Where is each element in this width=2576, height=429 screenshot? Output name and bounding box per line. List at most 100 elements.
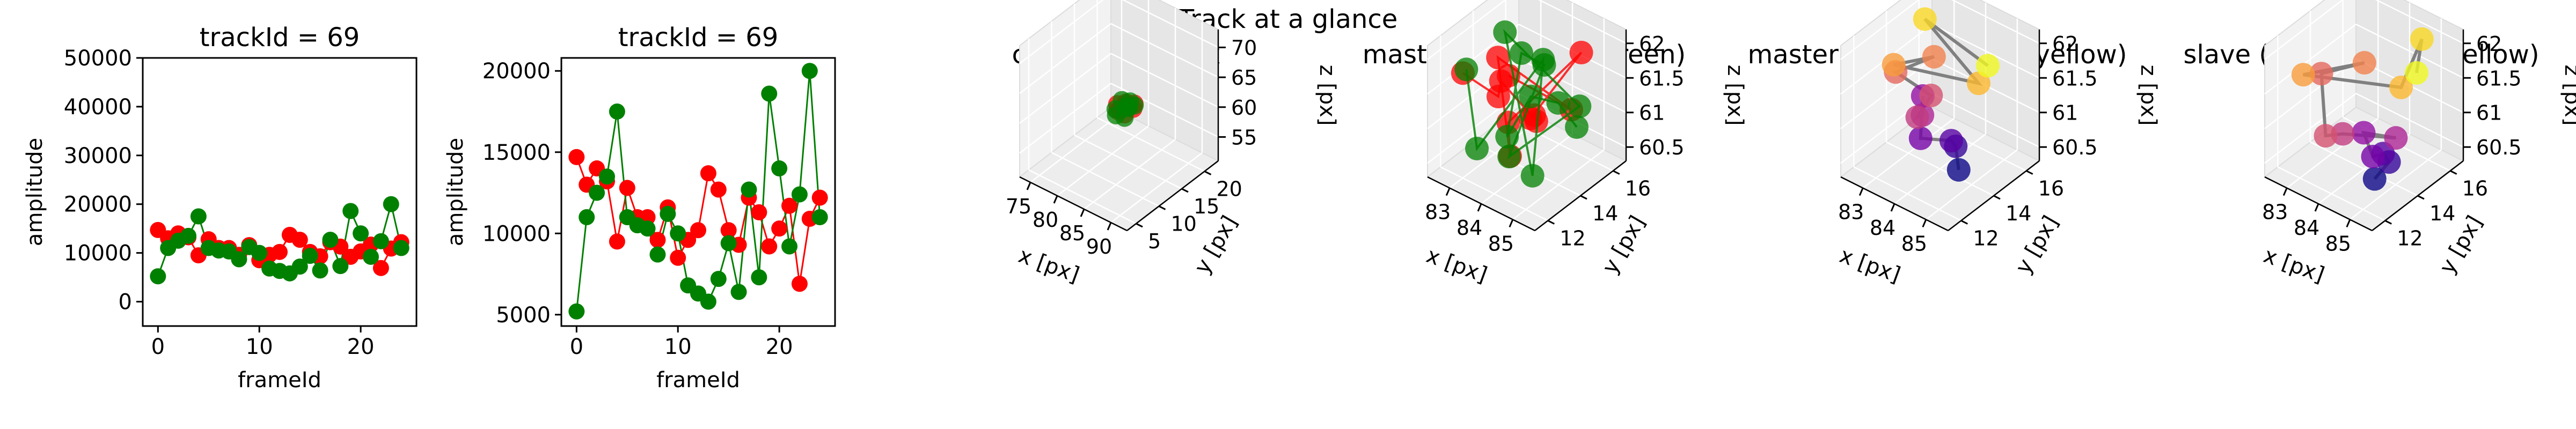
y-tick-label: 16 <box>1625 177 1651 201</box>
x-tick-label: 75 <box>1006 195 1031 218</box>
data-point <box>322 232 339 248</box>
data-point <box>751 204 767 220</box>
z-tick-label: 62 <box>2052 32 2078 56</box>
x-tick-label: 0 <box>151 335 165 359</box>
data-point <box>353 225 369 242</box>
data-point <box>2352 121 2376 145</box>
data-point <box>1497 144 1521 168</box>
data-point <box>1946 158 1971 182</box>
x-tick-mark <box>2282 187 2288 196</box>
y-tick-label: 12 <box>1560 226 1585 250</box>
z-tick-label: 60 <box>1231 96 1257 120</box>
data-point <box>791 276 808 292</box>
z-tick-label: 65 <box>1231 66 1257 90</box>
grid-line <box>1096 117 1205 172</box>
data-point <box>2352 51 2376 75</box>
x-tick-mark <box>1445 187 1451 196</box>
x-axis-label: x [px] <box>1423 243 1490 287</box>
data-point <box>579 209 595 225</box>
grid-line <box>1084 139 1176 210</box>
grid-line <box>1886 141 1994 197</box>
x-tick-label: 90 <box>1086 235 1112 258</box>
data-point <box>1107 106 1125 124</box>
data-point <box>609 103 625 120</box>
grid-line <box>1019 23 1111 94</box>
data-point <box>761 85 778 102</box>
y-tick-mark <box>1547 220 1555 225</box>
grid-line <box>2277 166 2385 221</box>
y-tick-mark <box>1136 223 1143 228</box>
z-tick-label: 61 <box>2052 101 2078 125</box>
x-tick-label: 10 <box>664 335 692 359</box>
x-tick-label: 85 <box>1059 221 1085 245</box>
data-point <box>1939 129 1963 153</box>
data-point <box>302 248 318 264</box>
y-tick-label: 20 <box>1217 177 1242 201</box>
x-tick-label: 80 <box>1033 208 1058 232</box>
data-point <box>2331 122 2355 146</box>
data-point <box>599 168 615 185</box>
data-point <box>1905 105 1929 129</box>
3d-master-slave-chart: master(red) slave(green)83848512141660.5… <box>1363 0 1747 287</box>
data-point <box>383 196 399 212</box>
y-tick-mark <box>2417 195 2425 200</box>
x-tick-label: 84 <box>1870 216 1896 240</box>
x-tick-mark <box>1477 203 1482 212</box>
x-tick-mark <box>1053 195 1058 204</box>
data-point <box>649 232 666 248</box>
data-point <box>291 232 308 248</box>
z-tick-label: 60.5 <box>2052 136 2098 159</box>
data-point <box>1495 124 1519 149</box>
data-point <box>670 249 686 266</box>
data-point <box>1913 7 1937 31</box>
y-tick-label: 50000 <box>64 46 132 71</box>
y-tick-label: 16 <box>2462 177 2488 201</box>
data-point <box>660 205 676 222</box>
3d-context-chart: context +- 10px75808590510152055606570x … <box>1006 0 1340 287</box>
x-tick-label: 84 <box>2294 216 2319 240</box>
x-tick-label: 20 <box>766 335 793 359</box>
x-axis-label: x [px] <box>2260 243 2328 287</box>
data-point <box>1569 41 1593 65</box>
data-point <box>291 258 308 275</box>
x-tick-mark <box>1509 219 1514 228</box>
y-tick-label: 15 <box>1194 195 1219 218</box>
x-axis-label: frameId <box>656 368 740 393</box>
grid-line <box>2264 58 2357 129</box>
grid-line <box>1030 112 1122 183</box>
grid-line <box>1427 0 1506 60</box>
x-tick-label: 85 <box>2325 232 2351 255</box>
data-point <box>700 165 716 182</box>
data-point <box>1520 164 1545 188</box>
data-point <box>2291 63 2315 87</box>
data-point <box>791 186 808 203</box>
grid-line <box>1057 125 1149 196</box>
data-point <box>363 248 379 265</box>
x-tick-mark <box>2314 203 2319 212</box>
data-point <box>372 260 389 276</box>
grid-line <box>1931 24 2040 79</box>
grid-line <box>1110 152 1203 223</box>
x-tick-label: 85 <box>1901 232 1927 255</box>
data-point <box>2309 62 2333 86</box>
data-point <box>568 149 585 165</box>
data-point <box>342 203 359 219</box>
data-point <box>710 271 727 287</box>
x-axis-line <box>1019 176 1128 232</box>
grid-line <box>1951 0 2040 44</box>
grid-line <box>2310 141 2418 197</box>
chart-title: trackId = 69 <box>618 23 779 53</box>
x-tick-label: 10 <box>246 335 273 359</box>
y-tick-mark <box>2450 170 2457 175</box>
y-tick-label: 20000 <box>482 59 551 84</box>
data-point <box>700 293 716 310</box>
data-point <box>670 225 686 242</box>
grid-line <box>1028 169 1137 225</box>
data-point <box>1922 45 1946 69</box>
data-point <box>180 227 196 244</box>
data-point <box>720 235 737 252</box>
data-point <box>811 189 828 206</box>
y-tick-label: 14 <box>2006 202 2031 225</box>
data-point <box>1882 53 1906 77</box>
grid-line <box>1019 0 1104 64</box>
